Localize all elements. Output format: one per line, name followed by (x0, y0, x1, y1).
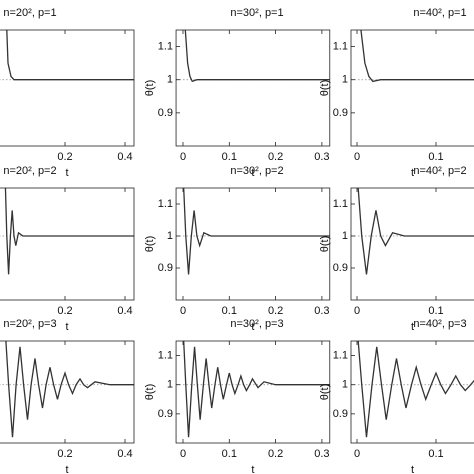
subplot-title: n=40², p=1 (413, 7, 466, 19)
subplot-title: n=20², p=3 (3, 318, 56, 330)
axes-frame (175, 340, 331, 444)
x-tick-label: 0.1 (222, 305, 237, 317)
subplot-title: n=30², p=1 (230, 7, 283, 19)
x-tick-label: 0.3 (314, 448, 329, 460)
y-axis-label: θ(t) (319, 384, 331, 401)
data-line (6, 30, 134, 81)
y-tick-label: 1.1 (158, 349, 173, 361)
x-tick-label: 0.4 (117, 151, 132, 163)
subplot-title: n=30², p=3 (230, 318, 283, 330)
x-tick-label: 0 (180, 305, 186, 317)
x-axis-label: t (65, 167, 68, 179)
x-tick-label: 0.1 (428, 151, 443, 163)
axes-frame (175, 29, 331, 147)
x-axis-label: t (411, 167, 414, 179)
y-axis-label: θ(t) (144, 236, 156, 253)
subplot: 0.2 0.4 t n=20², p=3 (0, 318, 135, 474)
y-tick-label: 1 (342, 379, 348, 391)
x-tick-label: 0.1 (222, 448, 237, 460)
axes-frame (350, 29, 474, 147)
x-axis-label: t (411, 321, 414, 333)
y-tick-label: 1 (342, 74, 348, 86)
x-tick-label: 0.2 (57, 151, 72, 163)
x-axis-label: t (65, 464, 68, 474)
x-tick-label: 0.1 (428, 448, 443, 460)
data-line (4, 188, 134, 275)
x-tick-label: 0.2 (57, 305, 72, 317)
axes-frame (0, 29, 135, 147)
x-axis-label: t (251, 321, 254, 333)
y-tick-label: 0.9 (158, 262, 173, 274)
data-line (183, 341, 330, 438)
subplot: 0 0.1 0.2 0.3 0.9 1 1.1 t θ(t) n=30², p=1 (144, 7, 331, 179)
y-tick-label: 1 (167, 379, 173, 391)
data-line (357, 341, 474, 438)
axes-frame (0, 187, 135, 301)
x-axis-label: t (411, 464, 414, 474)
data-line (360, 30, 474, 83)
subplot: 0 0.1 0.9 1 1.1 t θ(t) n=40², p=2 (319, 165, 474, 333)
x-axis-label: t (251, 167, 254, 179)
x-tick-label: 0 (354, 305, 360, 317)
x-tick-label: 0.4 (117, 305, 132, 317)
x-axis-label: t (65, 321, 68, 333)
y-tick-label: 0.9 (333, 262, 348, 274)
subplot-title: n=20², p=1 (3, 7, 56, 19)
y-tick-label: 1.1 (333, 40, 348, 52)
subplot: 0.2 0.4 t n=20², p=1 (0, 7, 135, 179)
y-axis-label: θ(t) (144, 384, 156, 401)
x-tick-label: 0.1 (428, 305, 443, 317)
x-tick-label: 0.2 (268, 448, 283, 460)
subplot-title: n=20², p=2 (3, 165, 56, 177)
axes-frame (175, 187, 331, 301)
y-axis-label: θ(t) (319, 236, 331, 253)
x-tick-label: 0.2 (57, 448, 72, 460)
y-tick-label: 1.1 (333, 349, 348, 361)
x-tick-label: 0.3 (314, 305, 329, 317)
data-line (5, 341, 134, 438)
axes-frame (350, 340, 474, 444)
y-tick-label: 1 (342, 230, 348, 242)
y-axis-label: θ(t) (144, 80, 156, 97)
x-tick-label: 0.1 (222, 151, 237, 163)
y-tick-label: 0.9 (158, 107, 173, 119)
y-tick-label: 0.9 (333, 408, 348, 420)
y-tick-label: 0.9 (158, 408, 173, 420)
x-tick-label: 0 (354, 448, 360, 460)
data-line (357, 188, 474, 275)
x-axis-label: t (251, 464, 254, 474)
subplot-title: n=30², p=2 (230, 165, 283, 177)
axes-frame (350, 187, 474, 301)
subplot: 0 0.1 0.2 0.3 0.9 1 1.1 t θ(t) n=30², p=3 (144, 318, 331, 474)
x-tick-label: 0.3 (314, 151, 329, 163)
subplot-title: n=40², p=3 (413, 318, 466, 330)
subplot: 0.2 0.4 t n=20², p=2 (0, 165, 135, 333)
x-tick-label: 0 (354, 151, 360, 163)
subplot-title: n=40², p=2 (413, 165, 466, 177)
x-tick-label: 0 (180, 448, 186, 460)
subplot: 0 0.1 0.2 0.3 0.9 1 1.1 t θ(t) n=30², p=2 (144, 165, 331, 333)
y-tick-label: 1 (167, 230, 173, 242)
x-tick-label: 0 (180, 151, 186, 163)
data-line (183, 188, 330, 275)
data-line (184, 30, 330, 83)
subplot: 0 0.1 0.9 1 1.1 t θ(t) n=40², p=3 (319, 318, 474, 474)
y-tick-label: 1.1 (158, 198, 173, 210)
y-tick-label: 0.9 (333, 107, 348, 119)
subplot: 0 0.1 0.9 1 1.1 t θ(t) n=40², p=1 (319, 7, 474, 179)
y-tick-label: 1 (167, 74, 173, 86)
axes-frame (0, 340, 135, 444)
x-tick-label: 0.2 (268, 305, 283, 317)
x-tick-label: 0.4 (117, 448, 132, 460)
y-tick-label: 1.1 (158, 40, 173, 52)
y-axis-label: θ(t) (319, 80, 331, 97)
y-tick-label: 1.1 (333, 198, 348, 210)
x-tick-label: 0.2 (268, 151, 283, 163)
